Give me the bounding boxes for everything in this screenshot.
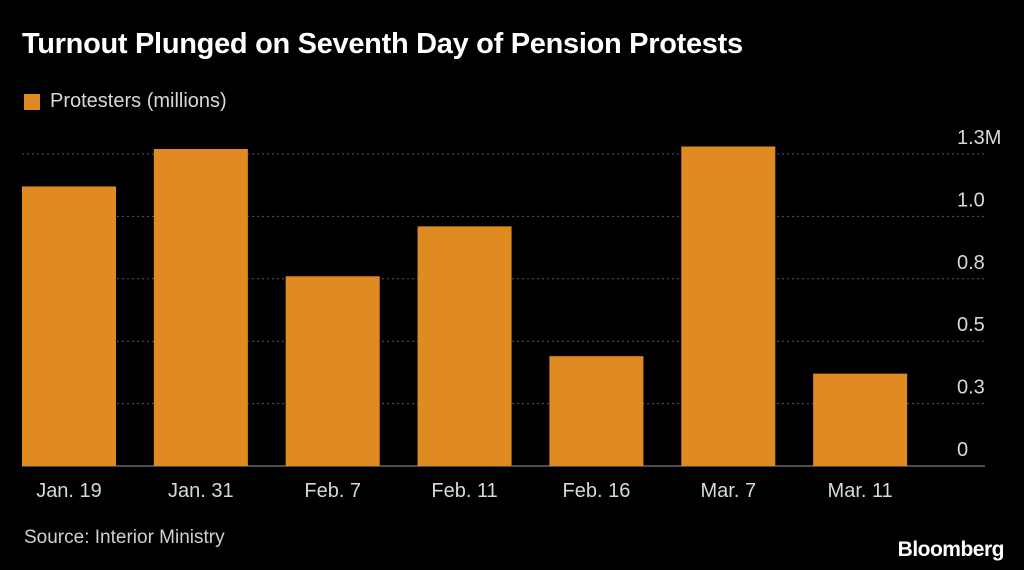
x-tick-label: Feb. 16: [563, 480, 631, 502]
y-tick-label: 1.0: [957, 189, 985, 211]
bar: [417, 226, 512, 466]
bar: [22, 186, 116, 466]
x-tick-label: Feb. 7: [304, 480, 361, 502]
y-tick-label: 0.8: [957, 252, 985, 274]
y-tick-label: 1.3M: [957, 127, 1001, 149]
legend: Protesters (millions): [24, 90, 227, 113]
bar: [153, 149, 248, 466]
legend-label: Protesters (millions): [50, 90, 227, 112]
bar: [285, 276, 380, 466]
y-tick-label: 0: [957, 439, 968, 461]
bar: [681, 146, 776, 466]
x-tick-label: Jan. 19: [36, 480, 102, 502]
chart-title: Turnout Plunged on Seventh Day of Pensio…: [22, 28, 743, 60]
bar: [813, 373, 908, 466]
x-tick-label: Jan. 31: [168, 480, 234, 502]
x-tick-label: Mar. 11: [828, 480, 893, 502]
x-tick-label: Feb. 11: [431, 480, 497, 502]
y-tick-label: 0.5: [957, 314, 985, 336]
y-tick-label: 0.3: [957, 377, 985, 399]
x-tick-label: Mar. 7: [700, 480, 756, 502]
bloomberg-logo: Bloomberg: [897, 538, 1005, 561]
source-note: Source: Interior Ministry: [24, 527, 225, 548]
legend-swatch: [24, 93, 40, 110]
bar: [549, 356, 644, 466]
